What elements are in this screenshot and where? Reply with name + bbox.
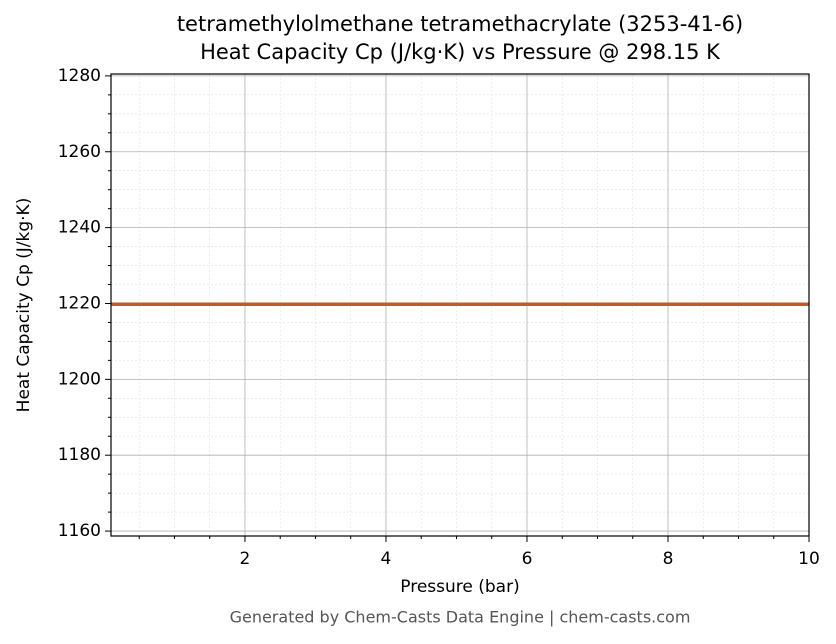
x-tick-label: 2 [240, 549, 251, 569]
y-tick-label: 1220 [58, 293, 101, 313]
x-tick-label: 6 [522, 549, 533, 569]
chart-subtitle: Heat Capacity Cp (J/kg·K) vs Pressure @ … [200, 40, 721, 64]
x-axis-label: Pressure (bar) [400, 577, 519, 597]
y-tick-label: 1160 [58, 521, 101, 541]
y-tick-label: 1180 [58, 445, 101, 465]
x-tick-label: 4 [381, 549, 392, 569]
plot-frame [110, 73, 810, 537]
chart-title: tetramethylolmethane tetramethacrylate (… [177, 12, 743, 36]
x-tick-label: 8 [663, 549, 674, 569]
y-tick-label: 1240 [58, 218, 101, 238]
y-tick-label: 1280 [58, 66, 101, 86]
y-tick-label: 1260 [58, 142, 101, 162]
y-axis-label: Heat Capacity Cp (J/kg·K) [14, 198, 34, 413]
x-tick-label: 10 [798, 549, 820, 569]
footer: Generated by Chem-Casts Data Engine | ch… [230, 608, 691, 627]
y-tick-label: 1200 [58, 369, 101, 389]
